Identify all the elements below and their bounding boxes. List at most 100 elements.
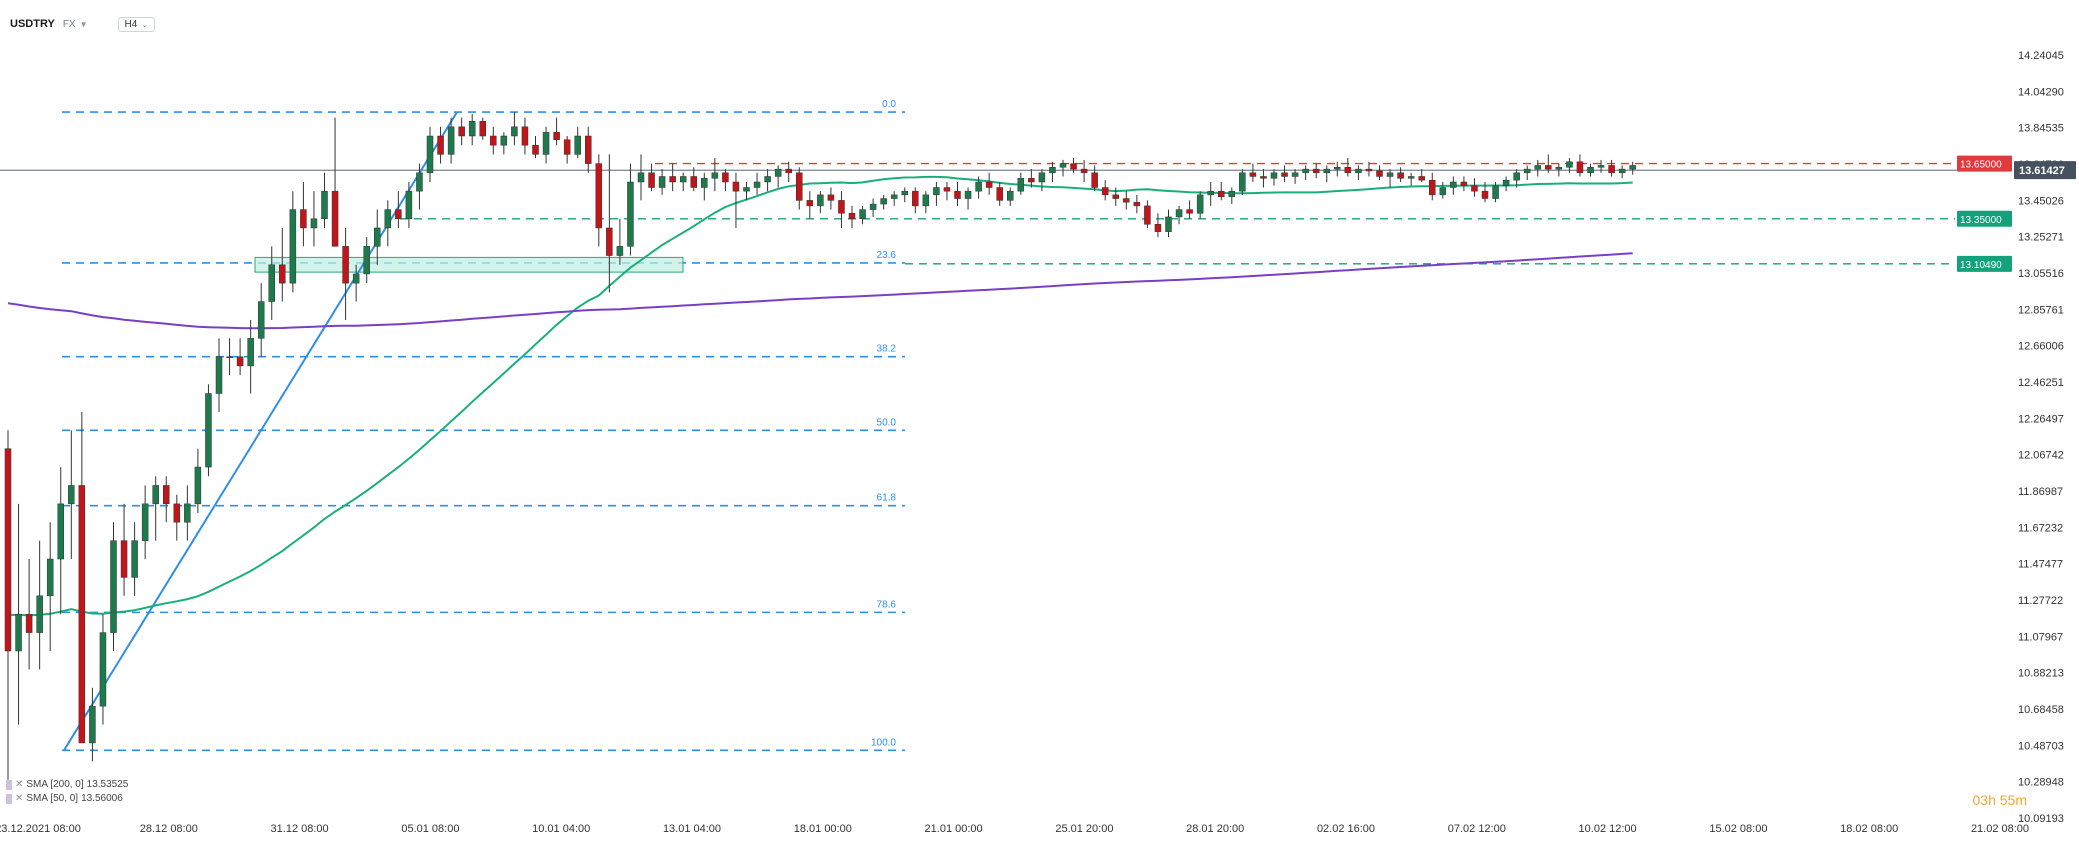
- candle: [1207, 181, 1214, 206]
- candle-body: [1386, 172, 1394, 177]
- y-tick-label: 12.46251: [2018, 377, 2064, 389]
- candle-body: [1323, 168, 1330, 174]
- legend-label: SMA [50, 0]: [26, 793, 79, 804]
- candle: [236, 338, 244, 376]
- y-tick-label: 11.86987: [2018, 486, 2063, 498]
- y-tick-label: 13.25271: [2018, 232, 2064, 244]
- candle: [416, 163, 423, 210]
- x-tick-label: 13.01 04:00: [663, 823, 721, 835]
- candle: [996, 181, 1003, 206]
- candle: [1439, 181, 1447, 199]
- candle-body: [331, 190, 339, 247]
- candle: [1123, 191, 1130, 210]
- candle: [1196, 191, 1204, 219]
- legend-sma200[interactable]: ✕ SMA [200, 0] 13.53525: [6, 779, 128, 790]
- sma-200-line: [7, 252, 1633, 330]
- candle: [1228, 187, 1236, 205]
- candle: [679, 172, 687, 192]
- drag-handle-icon[interactable]: [6, 779, 12, 790]
- y-tick-label: 10.88213: [2018, 668, 2064, 680]
- candle: [890, 191, 898, 206]
- candle: [985, 172, 993, 195]
- sma-50-line: [8, 175, 1633, 617]
- candle: [1523, 165, 1531, 181]
- candle: [500, 132, 508, 155]
- candle: [1566, 158, 1573, 173]
- candle: [1249, 163, 1257, 182]
- candle-body: [374, 227, 381, 247]
- candle: [1555, 163, 1563, 177]
- candle-body: [1154, 224, 1162, 232]
- candle: [1386, 169, 1394, 188]
- y-tick-label: 14.04290: [2018, 86, 2064, 98]
- candle: [1165, 209, 1172, 238]
- candle-body: [1629, 165, 1636, 170]
- candle-body: [46, 558, 54, 597]
- candle: [1070, 158, 1077, 173]
- drag-handle-icon[interactable]: [6, 793, 12, 804]
- candle: [774, 165, 782, 188]
- candle: [711, 158, 719, 192]
- candle-body: [1555, 167, 1563, 170]
- x-tick-label: 10.02 12:00: [1579, 823, 1637, 835]
- candle-body: [215, 356, 223, 394]
- candle-body: [173, 503, 181, 523]
- candle-body: [120, 540, 128, 578]
- axis-layer: 14.2404514.0429013.8453513.6478013.45026…: [0, 50, 2076, 835]
- candles-layer: [4, 112, 1636, 780]
- legend-value: 13.56006: [81, 793, 123, 804]
- candle: [658, 169, 666, 195]
- candle-body: [1618, 168, 1626, 174]
- countdown-hours: 03: [1972, 792, 1989, 808]
- candle: [563, 136, 571, 164]
- candle: [964, 187, 972, 210]
- legend-sma50[interactable]: ✕ SMA [50, 0] 13.56006: [6, 793, 123, 804]
- timeframe-selector[interactable]: H4 ⌄: [117, 16, 156, 32]
- candle-body: [352, 273, 360, 284]
- market-selector[interactable]: FX ▼: [63, 19, 88, 30]
- candle: [1323, 165, 1330, 182]
- x-tick-label: 25.01 20:00: [1055, 823, 1113, 835]
- candle-body: [975, 181, 982, 192]
- y-tick-label: 12.06742: [2018, 450, 2064, 462]
- candle-body: [152, 485, 159, 505]
- candle: [152, 476, 159, 541]
- candle-body: [1502, 179, 1510, 186]
- y-tick-label: 11.27722: [2018, 595, 2063, 607]
- candle: [1618, 165, 1626, 179]
- candle-body: [838, 200, 845, 214]
- candle-body: [1587, 167, 1594, 174]
- candle: [268, 246, 275, 320]
- close-icon[interactable]: ✕: [15, 779, 24, 790]
- candle-body: [532, 144, 539, 155]
- candle: [490, 126, 497, 155]
- candle: [1429, 172, 1436, 201]
- candle: [1218, 181, 1225, 201]
- x-tick-label: 28.01 20:00: [1186, 823, 1244, 835]
- resistance-price-tag-text: 13.65000: [1960, 160, 2002, 171]
- candle: [690, 167, 697, 192]
- candle: [817, 191, 824, 214]
- candle-body: [1249, 172, 1257, 177]
- symbol-label[interactable]: USDTRY: [10, 18, 55, 30]
- candle-body: [1144, 205, 1151, 225]
- candle-body: [1523, 168, 1531, 174]
- candle-body: [141, 503, 149, 541]
- candle-body: [89, 705, 96, 744]
- countdown-minutes-unit: m: [2015, 792, 2027, 808]
- trendline: [63, 111, 458, 751]
- candle-body: [711, 172, 719, 179]
- candle-body: [25, 613, 33, 633]
- candle-body: [205, 393, 212, 468]
- candle-body: [1123, 198, 1130, 203]
- candle: [1239, 169, 1246, 195]
- candle-body: [310, 218, 318, 229]
- candle-body: [1397, 172, 1404, 179]
- candle-body: [1481, 190, 1489, 199]
- candle-body: [131, 540, 138, 578]
- candle-body: [563, 139, 571, 155]
- close-icon[interactable]: ✕: [15, 793, 24, 804]
- y-tick-label: 13.45026: [2018, 195, 2064, 207]
- x-tick-label: 02.02 16:00: [1317, 823, 1375, 835]
